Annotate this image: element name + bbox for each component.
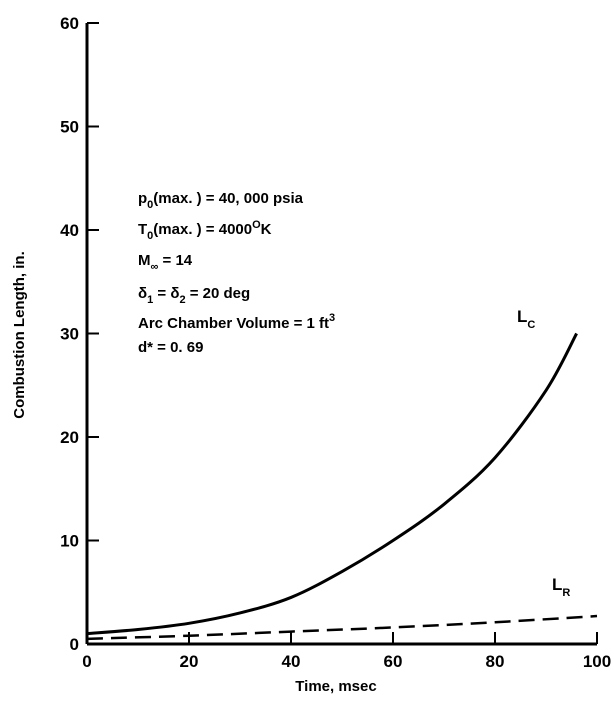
series-line-lr (86, 614, 598, 641)
x-tick-label: 60 (384, 652, 403, 671)
series-label-lc: LC (517, 307, 535, 331)
annotation-delta: δ1 = δ2 = 20 deg (138, 285, 250, 306)
y-tick-label: 0 (70, 635, 79, 654)
annotation-d-star: d* = 0. 69 (138, 339, 203, 356)
x-tick-label: 80 (486, 652, 505, 671)
axes (85, 23, 597, 646)
y-tick-label: 10 (60, 532, 79, 551)
series-label-lr: LR (552, 575, 570, 599)
y-tick-label: 40 (60, 221, 79, 240)
annotation-t0: T0(max. ) = 4000OK (138, 219, 272, 242)
y-tick-label: 20 (60, 428, 79, 447)
parameter-annotations: p0(max. ) = 40, 000 psia T0(max. ) = 400… (138, 190, 335, 356)
ticks (86, 22, 598, 645)
x-tick-label: 100 (583, 652, 611, 671)
annotation-mach: M∞ = 14 (138, 252, 193, 273)
tick-labels: 0 20 40 60 80 100 0 10 20 30 40 50 60 (60, 14, 611, 671)
x-tick-label: 20 (180, 652, 199, 671)
y-tick-label: 60 (60, 14, 79, 33)
series-group (86, 332, 598, 641)
x-axis-title: Time, msec (295, 678, 376, 695)
annotation-p0: p0(max. ) = 40, 000 psia (138, 190, 304, 211)
y-tick-label: 30 (60, 325, 79, 344)
y-axis-title: Combustion Length, in. (11, 251, 28, 418)
x-tick-label: 40 (282, 652, 301, 671)
series-line-lc (86, 332, 578, 636)
y-tick-label: 50 (60, 118, 79, 137)
x-tick-label: 0 (82, 652, 91, 671)
annotation-arc-volume: Arc Chamber Volume = 1 ft3 (138, 312, 335, 332)
